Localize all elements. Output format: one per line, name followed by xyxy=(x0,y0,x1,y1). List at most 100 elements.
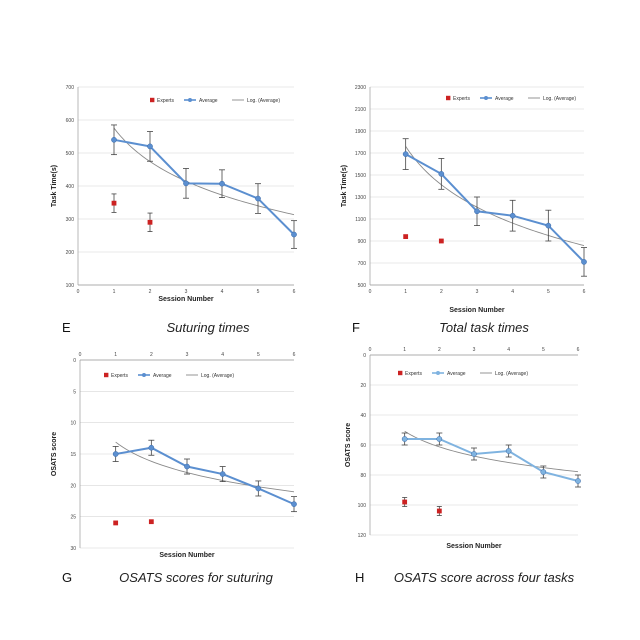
x-tick-label: 1 xyxy=(113,289,116,295)
expert-point xyxy=(403,234,409,239)
y-tick-label: 0 xyxy=(363,353,366,359)
average-point xyxy=(401,436,408,442)
y-tick-label: 100 xyxy=(358,503,367,509)
average-point xyxy=(474,208,480,215)
y-tick-label: 600 xyxy=(66,118,75,124)
expert-point xyxy=(436,508,442,514)
y-axis-label: Task Time(s) xyxy=(341,165,348,207)
average-point xyxy=(581,259,587,265)
legend: Experts Average Log. (Average) xyxy=(150,97,280,104)
average-point xyxy=(540,469,547,475)
legend-label-experts: Experts xyxy=(453,96,470,102)
y-tick-label: 30 xyxy=(70,546,76,552)
x-tick-label: 1 xyxy=(404,289,407,295)
average-point xyxy=(147,143,153,150)
y-tick-label: 40 xyxy=(360,413,366,419)
y-tick-label: 20 xyxy=(70,483,76,489)
average-point xyxy=(575,478,581,484)
y-tick-label: 1100 xyxy=(355,217,366,223)
y-tick-label: 15 xyxy=(70,452,76,458)
panel-letter: H xyxy=(355,570,364,585)
average-point xyxy=(436,436,443,442)
y-tick-label: 80 xyxy=(360,473,366,479)
legend-marker-average xyxy=(436,371,440,375)
chart-panel-e: 100 200 300 400 500 600 700 0 1 2 3 4 5 6 Session Numb… xyxy=(51,85,297,335)
average-point xyxy=(402,151,409,157)
panel-letter: E xyxy=(62,320,71,335)
average-series-line xyxy=(405,153,585,263)
y-tick-label: 1900 xyxy=(355,129,366,135)
average-point xyxy=(184,463,190,470)
x-tick-label: 4 xyxy=(507,347,510,353)
x-tick-label: 2 xyxy=(438,347,441,353)
x-tick-label: 2 xyxy=(150,352,153,358)
x-tick-label: 6 xyxy=(577,347,580,353)
chart-panel-f: 500 700 900 1100 1300 1500 1700 1900 2100 2300 0 1 2… xyxy=(341,85,587,335)
x-tick-label: 0 xyxy=(369,289,372,295)
legend-label-average: Average xyxy=(199,98,218,104)
average-series-line xyxy=(113,138,295,236)
y-tick-label: 120 xyxy=(358,533,367,539)
legend-label-experts: Experts xyxy=(157,98,174,104)
legend-marker-average xyxy=(188,98,192,102)
chart-panel-g: 0 5 10 15 20 25 30 0 1 2 3 4 5 6 Session Number OSATS s… xyxy=(51,352,297,585)
x-tick-label: 3 xyxy=(473,347,476,353)
x-tick-label: 1 xyxy=(403,347,406,353)
y-tick-label: 1700 xyxy=(355,151,366,157)
x-tick-label: 2 xyxy=(440,289,443,295)
x-tick-label: 3 xyxy=(186,352,189,358)
y-tick-label: 0 xyxy=(73,358,76,364)
legend-swatch-experts xyxy=(398,370,403,376)
legend-marker-average xyxy=(484,96,488,100)
log-trend-line xyxy=(113,127,295,216)
x-tick-label: 0 xyxy=(79,352,82,358)
legend-label-average: Average xyxy=(153,373,172,379)
legend-swatch-experts xyxy=(104,372,109,378)
y-axis-label: Task Time(s) xyxy=(51,165,58,207)
expert-point xyxy=(148,519,154,525)
average-point xyxy=(255,485,262,492)
log-trend-line xyxy=(405,146,585,247)
expert-point xyxy=(111,200,117,206)
y-tick-label: 5 xyxy=(73,389,76,395)
x-tick-label: 3 xyxy=(185,289,188,295)
average-point xyxy=(219,471,226,477)
x-axis-label: Session Number xyxy=(446,543,502,550)
y-tick-label: 300 xyxy=(66,217,75,223)
x-tick-label: 2 xyxy=(149,289,152,295)
y-tick-label: 60 xyxy=(360,443,366,449)
expert-point xyxy=(113,520,119,526)
panel-caption: Total task times xyxy=(439,320,529,335)
y-tick-label: 2300 xyxy=(355,85,366,91)
legend-label-log: Log. (Average) xyxy=(543,96,576,102)
y-tick-label: 900 xyxy=(358,239,367,245)
legend: Experts Average Log. (Average) xyxy=(398,370,528,377)
y-tick-label: 25 xyxy=(70,515,76,521)
y-tick-label: 10 xyxy=(70,421,76,427)
legend: Experts Average Log. (Average) xyxy=(446,95,576,102)
log-trend-line xyxy=(115,441,295,493)
average-point xyxy=(471,451,477,457)
x-axis-label: Session Number xyxy=(159,552,215,559)
y-tick-label: 100 xyxy=(66,283,75,289)
average-point xyxy=(112,451,119,457)
x-tick-label: 5 xyxy=(257,289,260,295)
legend-label-log: Log. (Average) xyxy=(201,373,234,379)
chart-panel-h: 0 20 40 60 80 100 120 0 1 2 3 4 5 6 Session Number OSAT… xyxy=(345,347,581,585)
y-tick-label: 500 xyxy=(358,283,367,289)
x-tick-label: 4 xyxy=(511,289,514,295)
average-point xyxy=(111,136,117,143)
x-tick-label: 3 xyxy=(476,289,479,295)
legend-label-experts: Experts xyxy=(405,371,422,377)
average-series-line xyxy=(404,438,579,482)
log-trend-line xyxy=(404,430,579,473)
y-tick-label: 2100 xyxy=(355,107,366,113)
x-tick-label: 6 xyxy=(293,352,296,358)
legend-swatch-experts xyxy=(446,95,451,101)
y-tick-label: 700 xyxy=(358,261,367,267)
average-point xyxy=(255,195,261,202)
average-point xyxy=(183,180,189,187)
x-tick-label: 6 xyxy=(583,289,586,295)
expert-point xyxy=(402,499,408,505)
